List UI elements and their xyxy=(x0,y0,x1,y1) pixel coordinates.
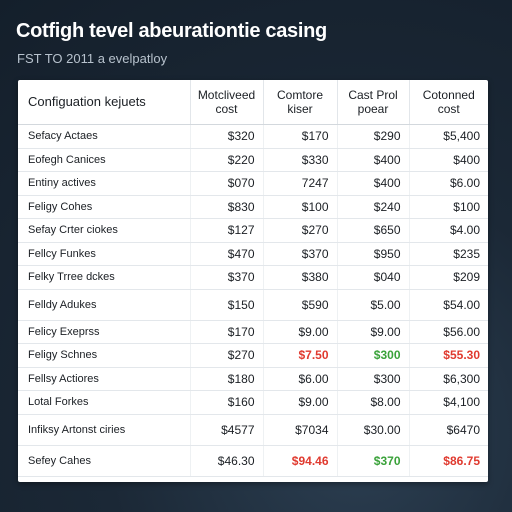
table-cell: $100 xyxy=(262,195,337,219)
column-header-4[interactable]: Cotonned cost xyxy=(408,80,488,125)
table-cell: $5.00 xyxy=(336,289,409,321)
table-row[interactable]: Felky Trree dckes $370 $380 $040 $209 xyxy=(18,265,488,290)
table-cell: $300 xyxy=(336,367,409,391)
table-cell: $270 xyxy=(262,218,337,243)
table-body: Sefacy Actaes $320 $170 $290 $5,400 Eofegh Ca… xyxy=(18,124,488,477)
table-cell: $6.00 xyxy=(408,171,488,196)
row-label: Felky Trree dckes xyxy=(18,265,190,290)
table-row[interactable]: Lotal Forkes $160 $9.00 $8.00 $4,100 xyxy=(18,390,488,415)
row-label: Fellsy Actiores xyxy=(18,367,190,391)
column-header-2[interactable]: Comtore kiser xyxy=(262,80,337,125)
table-cell: $400 xyxy=(408,148,488,172)
row-label: Infiksy Artonst ciries xyxy=(18,414,190,446)
table-row[interactable]: Sefacy Actaes $320 $170 $290 $5,400 xyxy=(18,124,488,149)
row-label: Felicy Exeprss xyxy=(18,320,190,344)
table-cell: $370 xyxy=(189,265,263,290)
table-cell: $220 xyxy=(189,148,263,172)
row-label: Entiny actives xyxy=(18,171,190,196)
table-cell: $650 xyxy=(336,218,409,243)
row-label: Eofegh Canices xyxy=(18,148,190,172)
table-row[interactable]: Feligy Schnes $270 $7.50 $300 $55.30 xyxy=(18,343,488,368)
table-cell: $46.30 xyxy=(189,445,263,477)
table-cell: $270 xyxy=(189,343,263,368)
page-subtitle: FST TO 2011 a evelpatloy xyxy=(17,51,168,66)
table-cell: $370 xyxy=(336,445,409,477)
table-row[interactable]: Felicy Exeprss $170 $9.00 $9.00 $56.00 xyxy=(18,320,488,344)
page-title: Cotfigh tevel abeurationtie casing xyxy=(16,20,327,42)
column-header-3[interactable]: Cast Prol poear xyxy=(336,80,409,125)
table-row[interactable]: Fellcy Funkes $470 $370 $950 $235 xyxy=(18,242,488,266)
table-cell: $94.46 xyxy=(262,445,337,477)
row-label: Lotal Forkes xyxy=(18,390,190,415)
table-cell: $56.00 xyxy=(408,320,488,344)
table-cell: $070 xyxy=(189,171,263,196)
table-cell: $170 xyxy=(262,124,337,149)
table-cell: $950 xyxy=(336,242,409,266)
table-row[interactable]: Sefey Cahes $46.30 $94.46 $370 $86.75 xyxy=(18,445,488,477)
table-row[interactable]: Eofegh Canices $220 $330 $400 $400 xyxy=(18,148,488,172)
table-cell: $127 xyxy=(189,218,263,243)
table-cell: $7034 xyxy=(262,414,337,446)
table-cell: $330 xyxy=(262,148,337,172)
table-cell: $830 xyxy=(189,195,263,219)
table-cell: $370 xyxy=(262,242,337,266)
table-cell: $4,100 xyxy=(408,390,488,415)
row-label: Fellcy Funkes xyxy=(18,242,190,266)
table-cell: $9.00 xyxy=(262,320,337,344)
table-row[interactable]: Feligy Cohes $830 $100 $240 $100 xyxy=(18,195,488,219)
table-cell: $6470 xyxy=(408,414,488,446)
row-label: Feligy Cohes xyxy=(18,195,190,219)
table-cell: $160 xyxy=(189,390,263,415)
table-cell: 7247 xyxy=(262,171,337,196)
row-label: Sefacy Actaes xyxy=(18,124,190,149)
table-cell: $9.00 xyxy=(336,320,409,344)
cost-table-card: Configuation kejuets Motcliveed cost Comtor… xyxy=(18,80,488,482)
table-cell: $9.00 xyxy=(262,390,337,415)
table-cell: $55.30 xyxy=(408,343,488,368)
table-row[interactable]: Infiksy Artonst ciries $4577 $7034 $30.00 $6… xyxy=(18,414,488,446)
table-cell: $320 xyxy=(189,124,263,149)
table-cell: $100 xyxy=(408,195,488,219)
column-header-name[interactable]: Configuation kejuets xyxy=(18,80,190,125)
table-cell: $5,400 xyxy=(408,124,488,149)
table-cell: $180 xyxy=(189,367,263,391)
table-cell: $380 xyxy=(262,265,337,290)
table-cell: $6.00 xyxy=(262,367,337,391)
table-cell: $30.00 xyxy=(336,414,409,446)
table-header-row: Configuation kejuets Motcliveed cost Comtor… xyxy=(18,80,488,125)
cost-table: Configuation kejuets Motcliveed cost Comtor… xyxy=(18,80,488,477)
table-cell: $300 xyxy=(336,343,409,368)
table-row[interactable]: Fellsy Actiores $180 $6.00 $300 $6,300 xyxy=(18,367,488,391)
table-cell: $86.75 xyxy=(408,445,488,477)
row-label: Felldy Adukes xyxy=(18,289,190,321)
table-cell: $150 xyxy=(189,289,263,321)
table-cell: $040 xyxy=(336,265,409,290)
row-label: Feligy Schnes xyxy=(18,343,190,368)
table-cell: $170 xyxy=(189,320,263,344)
table-cell: $54.00 xyxy=(408,289,488,321)
row-label: Sefay Crter ciokes xyxy=(18,218,190,243)
table-row[interactable]: Felldy Adukes $150 $590 $5.00 $54.00 xyxy=(18,289,488,321)
table-row[interactable]: Entiny actives $070 7247 $400 $6.00 xyxy=(18,171,488,196)
table-cell: $240 xyxy=(336,195,409,219)
table-cell: $470 xyxy=(189,242,263,266)
table-cell: $290 xyxy=(336,124,409,149)
table-cell: $400 xyxy=(336,148,409,172)
table-cell: $6,300 xyxy=(408,367,488,391)
table-cell: $235 xyxy=(408,242,488,266)
table-cell: $8.00 xyxy=(336,390,409,415)
table-cell: $4577 xyxy=(189,414,263,446)
table-cell: $7.50 xyxy=(262,343,337,368)
table-cell: $590 xyxy=(262,289,337,321)
column-header-1[interactable]: Motcliveed cost xyxy=(189,80,263,125)
row-label: Sefey Cahes xyxy=(18,445,190,477)
table-cell: $4.00 xyxy=(408,218,488,243)
table-cell: $400 xyxy=(336,171,409,196)
table-cell: $209 xyxy=(408,265,488,290)
table-row[interactable]: Sefay Crter ciokes $127 $270 $650 $4.00 xyxy=(18,218,488,243)
